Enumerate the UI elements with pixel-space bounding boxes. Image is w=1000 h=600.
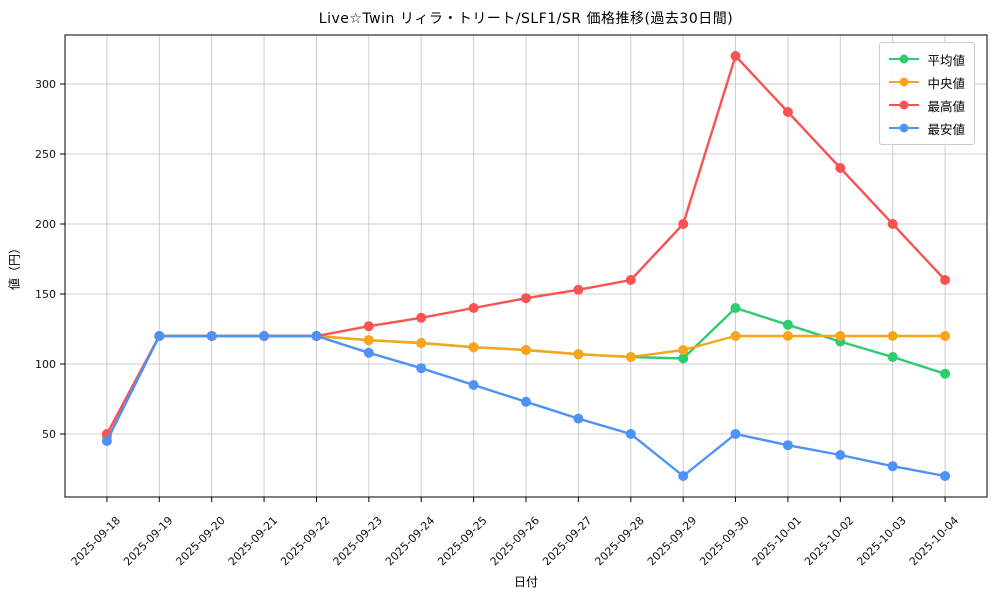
legend-label-average: 平均値: [927, 52, 965, 68]
data-point-min-2025-10-03: [887, 461, 898, 472]
data-point-max-2025-09-29: [678, 219, 689, 229]
data-point-min-2025-09-19: [154, 331, 165, 341]
data-point-average-2025-09-30: [730, 303, 741, 313]
legend-marker-average: [889, 53, 920, 65]
data-point-min-2025-10-02: [835, 450, 846, 460]
data-point-average-2025-10-03: [887, 352, 898, 362]
x-tick-label: 2025-10-04: [907, 514, 961, 568]
x-tick-label: 2025-09-26: [488, 514, 542, 568]
data-point-min-2025-09-21: [259, 331, 270, 341]
data-point-min-2025-09-18: [101, 436, 112, 446]
x-tick-label: 2025-09-28: [592, 514, 646, 568]
x-tick-label: 2025-10-01: [750, 514, 804, 568]
data-point-median-2025-09-30: [730, 331, 741, 341]
legend-dot-icon: [899, 77, 909, 87]
legend: 平均値中央値最高値最安値: [879, 42, 975, 145]
data-point-max-2025-09-24: [416, 312, 427, 323]
data-point-max-2025-09-28: [625, 275, 636, 285]
data-point-average-2025-10-01: [782, 319, 793, 330]
x-tick-label: 2025-09-25: [435, 514, 489, 568]
data-point-min-2025-09-30: [730, 429, 741, 439]
data-point-min-2025-09-20: [206, 331, 217, 341]
data-point-max-2025-09-27: [573, 284, 584, 295]
x-tick-label: 2025-09-21: [226, 514, 280, 568]
data-point-median-2025-09-28: [625, 352, 636, 362]
y-tick-label: 150: [35, 288, 56, 301]
y-tick-label: 100: [35, 358, 56, 371]
data-point-min-2025-09-28: [625, 429, 636, 439]
data-point-median-2025-09-29: [678, 345, 689, 355]
data-point-median-2025-09-26: [521, 345, 531, 355]
legend-marker-min: [889, 122, 920, 134]
data-point-min-2025-09-29: [678, 471, 689, 481]
data-point-median-2025-10-04: [940, 331, 951, 341]
data-point-min-2025-09-24: [416, 363, 427, 374]
legend-dot-icon: [899, 123, 909, 133]
legend-item-median: 中央値: [889, 73, 965, 91]
x-tick-label: 2025-09-23: [331, 514, 385, 568]
data-point-min-2025-09-25: [468, 380, 479, 390]
y-tick-label: 50: [42, 428, 56, 441]
data-point-median-2025-09-27: [573, 349, 584, 360]
data-point-average-2025-10-04: [940, 368, 951, 379]
y-tick-label: 250: [35, 148, 56, 161]
data-point-min-2025-09-26: [521, 396, 531, 407]
data-point-max-2025-10-04: [940, 275, 951, 285]
data-point-max-2025-09-25: [468, 303, 479, 313]
data-point-max-2025-10-03: [887, 219, 898, 229]
legend-label-min: 最安値: [927, 121, 965, 137]
legend-item-min: 最安値: [889, 119, 965, 137]
legend-marker-median: [889, 76, 920, 88]
legend-marker-max: [889, 99, 920, 111]
data-point-max-2025-09-23: [363, 321, 374, 332]
x-tick-label: 2025-10-03: [854, 514, 908, 568]
chart-title: Live☆Twin リィラ・トリート/SLF1/SR 価格推移(過去30日間): [318, 11, 734, 27]
y-tick-label: 200: [35, 218, 56, 231]
x-tick-label: 2025-10-02: [802, 514, 856, 568]
legend-item-max: 最高値: [889, 96, 965, 114]
data-point-median-2025-10-02: [835, 331, 846, 341]
data-point-median-2025-09-24: [416, 338, 427, 348]
data-point-min-2025-10-01: [782, 440, 793, 451]
legend-dot-icon: [899, 100, 909, 110]
y-axis-label: 値（円）: [7, 241, 22, 291]
data-point-median-2025-09-25: [468, 342, 479, 353]
x-tick-label: 2025-09-18: [69, 514, 123, 568]
x-tick-label: 2025-09-19: [121, 514, 175, 568]
data-point-median-2025-09-23: [363, 335, 374, 346]
data-point-min-2025-09-22: [311, 331, 322, 341]
data-point-max-2025-10-02: [835, 163, 846, 173]
legend-item-average: 平均値: [889, 50, 965, 68]
x-tick-label: 2025-09-20: [173, 514, 227, 568]
data-point-min-2025-09-27: [573, 413, 584, 424]
x-tick-label: 2025-09-27: [540, 514, 594, 568]
x-tick-label: 2025-09-24: [383, 514, 437, 568]
x-tick-label: 2025-09-29: [645, 514, 699, 568]
data-point-min-2025-09-23: [363, 347, 374, 358]
data-point-max-2025-09-30: [730, 51, 741, 61]
legend-label-max: 最高値: [927, 98, 965, 114]
x-tick-label: 2025-09-30: [697, 514, 751, 568]
data-point-average-2025-09-29: [678, 353, 689, 364]
data-point-max-2025-10-01: [782, 107, 793, 117]
x-tick-label: 2025-09-22: [278, 514, 332, 568]
data-point-max-2025-09-26: [521, 293, 531, 304]
data-point-min-2025-10-04: [940, 471, 951, 481]
x-axis-label: 日付: [513, 575, 538, 589]
y-tick-label: 300: [35, 78, 56, 91]
legend-label-median: 中央値: [927, 75, 965, 91]
data-point-median-2025-10-03: [887, 331, 898, 341]
legend-dot-icon: [899, 54, 909, 64]
data-point-median-2025-10-01: [782, 331, 793, 341]
